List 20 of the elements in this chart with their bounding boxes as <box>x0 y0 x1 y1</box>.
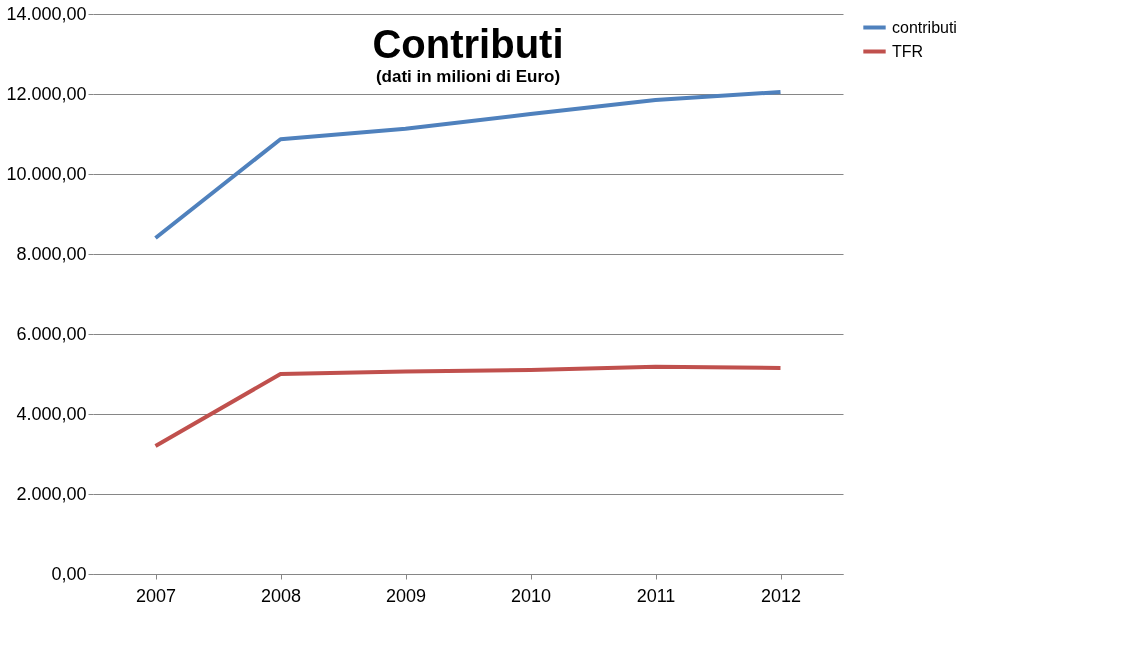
y-tick-label: 12.000,00 <box>6 83 87 104</box>
y-tick-label: 14.000,00 <box>6 3 87 24</box>
y-tick-label: 4.000,00 <box>16 403 87 424</box>
text: (dati in milioni di Euro) <box>375 67 561 86</box>
x-tick-label: 2012 <box>760 585 802 606</box>
legend-label: TFR <box>892 42 924 60</box>
line-series <box>153 90 783 240</box>
x-tick-label: 2007 <box>135 585 177 606</box>
y-tick-label: 6.000,00 <box>16 323 87 344</box>
x-tick-label: 2011 <box>636 585 676 606</box>
y-tick-label: 2.000,00 <box>16 483 87 504</box>
x-tick-label: 2010 <box>510 585 552 606</box>
y-tick-label: 10.000,00 <box>6 163 87 184</box>
y-tick-label: 8.000,00 <box>16 243 87 264</box>
line-series <box>153 364 783 448</box>
x-tick-label: 2008 <box>260 585 302 606</box>
x-tick-label: 2009 <box>385 585 427 606</box>
legend-label: contributi <box>892 18 957 36</box>
chart-title: Contributi <box>372 22 564 66</box>
y-tick-label: 0,00 <box>51 563 87 584</box>
